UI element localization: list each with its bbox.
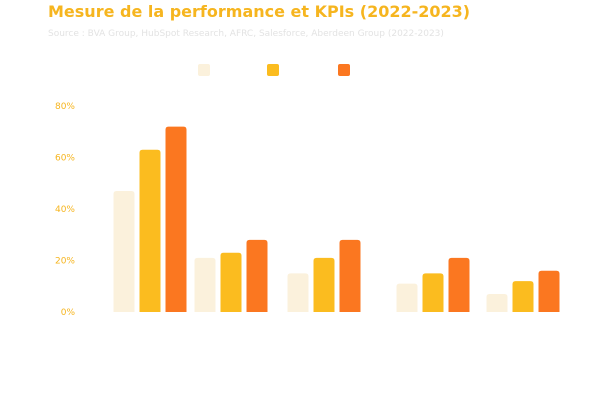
bar-group-4-series-1 xyxy=(396,283,418,312)
y-tick-label: 0% xyxy=(61,308,76,318)
y-tick-label: 40% xyxy=(55,205,75,215)
legend-swatch-series-3[interactable] xyxy=(338,64,350,76)
legend-swatch-series-2[interactable] xyxy=(267,64,279,76)
legend-swatch-series-1[interactable] xyxy=(198,64,210,76)
chart-subtitle: Source : BVA Group, HubSpot Research, AF… xyxy=(48,29,444,39)
bar-group-5-series-1 xyxy=(486,293,508,312)
bar-group-5-series-2 xyxy=(512,281,534,312)
bar-group-5-series-3 xyxy=(538,270,560,312)
bar-group-3-series-3 xyxy=(339,239,361,312)
bar-group-4-series-3 xyxy=(448,257,470,312)
bar-group-3-series-2 xyxy=(313,257,335,312)
y-tick-label: 20% xyxy=(55,257,75,267)
bar-group-2-series-3 xyxy=(246,239,268,312)
bar-group-1-series-3 xyxy=(165,126,187,312)
y-tick-label: 80% xyxy=(55,102,75,112)
bar-group-1-series-1 xyxy=(113,190,135,312)
y-tick-label: 60% xyxy=(55,154,75,164)
bar-group-2-series-1 xyxy=(194,257,216,312)
chart-title: Mesure de la performance et KPIs (2022-2… xyxy=(48,2,471,21)
bar-group-2-series-2 xyxy=(220,252,242,312)
bar-group-3-series-1 xyxy=(287,273,309,312)
bar-group-1-series-2 xyxy=(139,149,161,312)
bar-group-4-series-2 xyxy=(422,273,444,312)
